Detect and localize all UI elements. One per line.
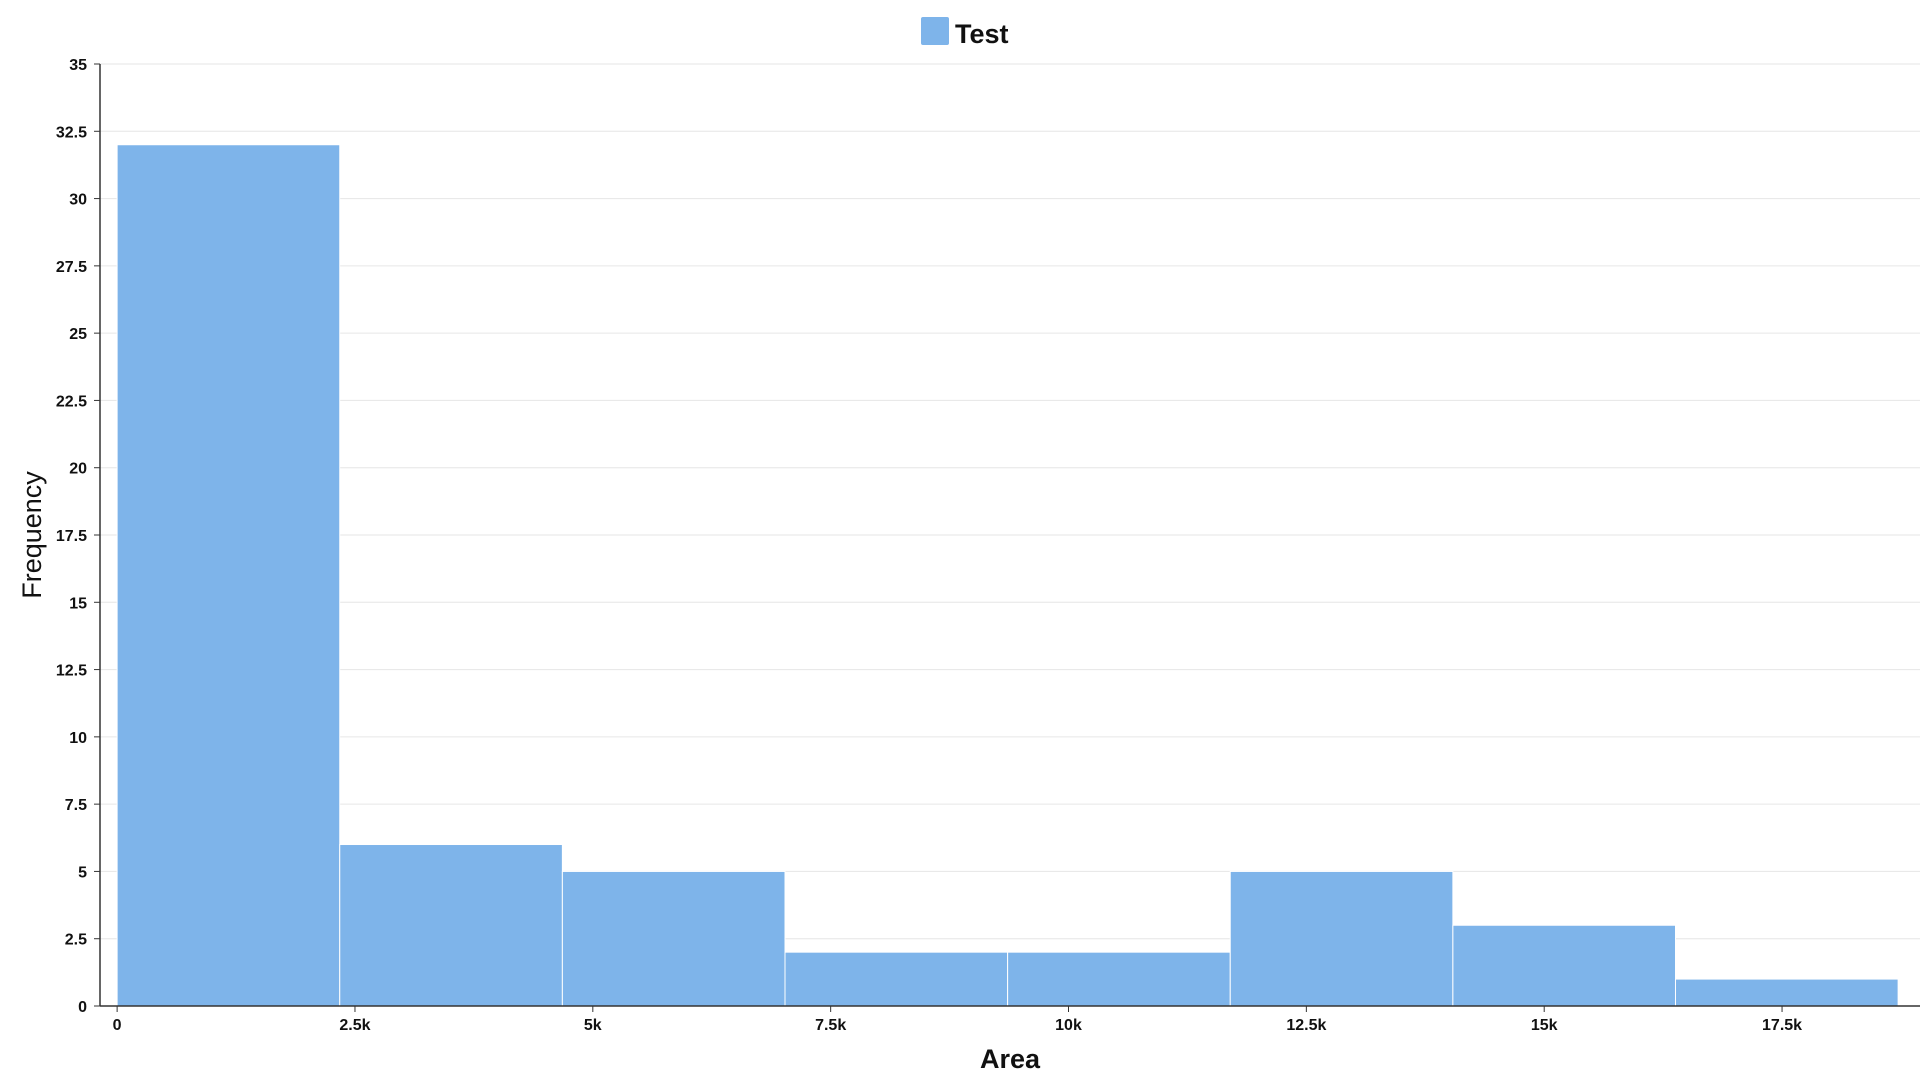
histogram-bar-2[interactable]: [339, 844, 563, 1007]
x-tick-label: 7.5k: [815, 1017, 846, 1034]
y-axis-title: Frequency: [17, 471, 47, 599]
x-axis-title: Area: [980, 1044, 1041, 1074]
histogram-bar-4[interactable]: [784, 951, 1009, 1007]
legend-label-test: Test: [955, 19, 1009, 49]
bars: [116, 144, 1899, 1007]
y-tick-label: 22.5: [56, 393, 87, 410]
x-tick-label: 2.5k: [339, 1017, 370, 1034]
y-tick-labels: 0 2.5 5 7.5 10 12.5 15 17.5 20 22.5 25 27.5 30 32.5 35: [56, 57, 87, 1016]
histogram-bar-6[interactable]: [1229, 870, 1454, 1007]
histogram-bar-8[interactable]: [1674, 978, 1899, 1007]
legend-swatch: [921, 17, 949, 45]
y-tick-label: 10: [69, 730, 87, 747]
histogram-bar-7[interactable]: [1452, 924, 1676, 1007]
y-tick-label: 27.5: [56, 259, 87, 276]
y-tick-label: 12.5: [56, 663, 87, 680]
y-tick-label: 30: [69, 192, 87, 209]
histogram-bar-1[interactable]: [116, 144, 341, 1007]
y-tick-label: 5: [78, 864, 87, 881]
y-tick-label: 17.5: [56, 528, 87, 545]
y-tick-label: 35: [69, 57, 87, 74]
y-tick-label: 15: [69, 595, 87, 612]
legend[interactable]: Test: [921, 17, 1009, 49]
y-tick-label: 2.5: [65, 932, 87, 949]
x-tick-labels: 0 2.5k 5k 7.5k 10k 12.5k 15k 17.5k: [113, 1017, 1802, 1034]
y-tick-label: 0: [78, 999, 87, 1016]
histogram-bar-5[interactable]: [1007, 951, 1231, 1007]
axes: [94, 63, 1920, 1012]
y-tick-label: 7.5: [65, 797, 87, 814]
y-tick-label: 25: [69, 326, 87, 343]
x-tick-label: 0: [113, 1017, 122, 1034]
y-tick-label: 20: [69, 461, 87, 478]
x-tick-label: 5k: [584, 1017, 602, 1034]
grid-lines: [100, 63, 1920, 940]
histogram-bar-3[interactable]: [561, 870, 786, 1007]
x-tick-label: 10k: [1055, 1017, 1082, 1034]
y-tick-label: 32.5: [56, 124, 87, 141]
x-tick-label: 15k: [1531, 1017, 1558, 1034]
x-tick-label: 12.5k: [1286, 1017, 1326, 1034]
x-tick-label: 17.5k: [1762, 1017, 1802, 1034]
